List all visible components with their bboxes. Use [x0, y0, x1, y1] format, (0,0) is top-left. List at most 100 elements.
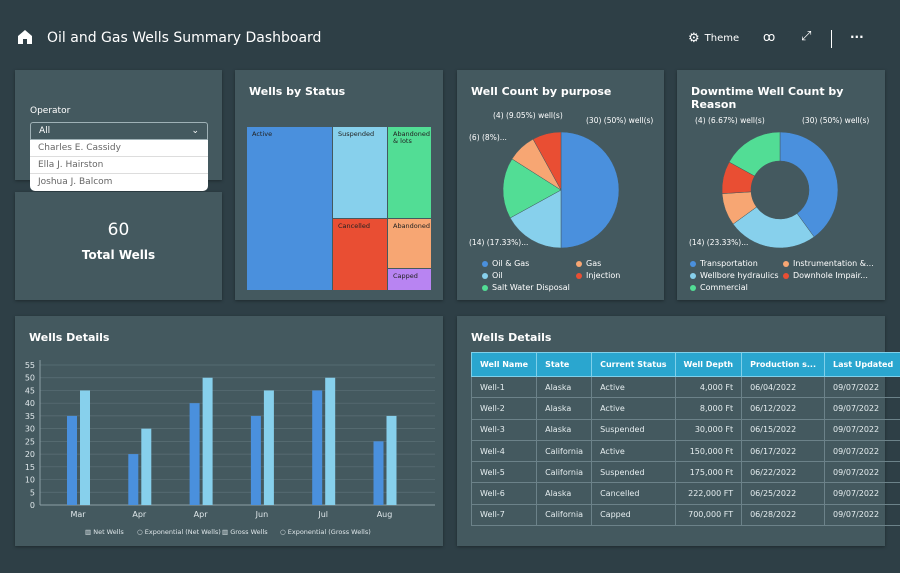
table-cell: 09/07/2022: [823, 482, 900, 505]
legend-marker-icon: [482, 272, 488, 279]
data-label: (14) (23.33%)...: [689, 238, 748, 247]
data-label: (30) (50%) well(s): [586, 116, 653, 125]
header: Oil and Gas Wells Summary Dashboard ⚙ The…: [0, 0, 900, 62]
operator-select[interactable]: All ⌄: [30, 122, 208, 140]
y-tick-label: 40: [25, 399, 35, 408]
bar[interactable]: [141, 428, 152, 505]
y-tick-label: 35: [25, 412, 35, 421]
table-cell: 4,000 Ft: [674, 375, 743, 399]
operator-option[interactable]: Ella J. Hairston: [30, 157, 208, 174]
table-row[interactable]: Well-6 Alaska Cancelled 222,000 FT 06/25/202…: [470, 482, 900, 505]
data-label: (6) (8%)...: [469, 133, 507, 142]
data-label: (30) (50%) well(s): [802, 116, 869, 125]
legend-item[interactable]: Oil & Gas: [482, 259, 529, 268]
column-header[interactable]: Current Status: [591, 352, 676, 377]
table-cell: California: [536, 503, 593, 527]
table-cell: Active: [591, 397, 676, 420]
legend-marker-icon: [576, 260, 582, 267]
treemap-tile[interactable]: Capped: [388, 269, 431, 290]
operator-dropdown[interactable]: All ⌄ Charles E. Cassidy Ella J. Hairston…: [30, 122, 208, 192]
expand-icon[interactable]: ⤢: [801, 29, 812, 44]
operator-option[interactable]: Joshua J. Balcom: [38, 177, 113, 187]
total-wells-panel: 60 Total Wells: [15, 192, 222, 300]
legend-item[interactable]: Downhole Impair...: [783, 271, 868, 280]
treemap-tile[interactable]: Abandoned & lots: [388, 127, 431, 218]
x-tick-label: Apr: [132, 510, 147, 519]
table-row[interactable]: Well-1 Alaska Active 4,000 Ft 06/04/2022 09/0…: [470, 375, 900, 399]
y-tick-label: 55: [25, 361, 35, 370]
pie-slice[interactable]: [532, 131, 562, 191]
bar-chart: 0 5 10 15 20 25 30 35 40 45 50 55 Mar Apr Apr Jun Jul Aug…: [25, 360, 435, 536]
bar[interactable]: [263, 390, 274, 505]
table-row[interactable]: Well-4 California Active 150,000 Ft 06/17/20…: [470, 439, 900, 463]
table-cell: Capped: [591, 503, 676, 527]
theme-button[interactable]: ⚙ Theme: [688, 31, 740, 46]
bar[interactable]: [189, 403, 200, 505]
legend-marker-icon: [783, 272, 789, 279]
column-header[interactable]: Last Updated: [823, 352, 900, 377]
legend-item[interactable]: ▥ Gross Wells: [222, 528, 268, 536]
legend-item[interactable]: Injection: [576, 271, 620, 280]
panel-title: Wells Details: [471, 331, 552, 344]
legend-item[interactable]: Wellbore hydraulics: [690, 271, 779, 280]
operator-option[interactable]: Charles E. Cassidy: [30, 140, 208, 157]
legend-item[interactable]: ○ Exponential (Net Wells): [137, 528, 221, 536]
table-cell: California: [536, 461, 593, 484]
table-row[interactable]: Well-3 Alaska Suspended 30,000 Ft 06/15/2022…: [470, 418, 900, 441]
legend-item[interactable]: ▥ Net Wells: [85, 528, 124, 536]
table-cell: 06/04/2022: [741, 375, 825, 399]
table-cell: 06/25/2022: [741, 482, 825, 505]
legend-label: Salt Water Disposal: [492, 283, 570, 292]
glasses-icon[interactable]: ꝏ: [763, 30, 776, 44]
table-cell: Well-4: [470, 439, 538, 463]
more-icon[interactable]: ···: [850, 30, 864, 44]
table-cell: 06/15/2022: [741, 418, 825, 441]
treemap-tile[interactable]: Cancelled: [333, 219, 387, 290]
treemap-tile[interactable]: Active: [247, 127, 332, 290]
bar[interactable]: [386, 415, 397, 505]
legend-label: Gas: [586, 259, 602, 268]
table-row[interactable]: Well-7 California Capped 700,000 FT 06/28/20…: [470, 503, 900, 527]
legend-item[interactable]: Gas: [576, 259, 601, 268]
legend-item[interactable]: Instrumentation &...: [783, 259, 874, 268]
pie-slice[interactable]: [728, 131, 781, 177]
wells-by-status-panel: Wells by Status Active Suspended Abandoned…: [235, 70, 443, 300]
legend-marker-icon: [482, 284, 488, 291]
legend-label: Commercial: [700, 283, 748, 292]
table-cell: Alaska: [536, 397, 593, 420]
legend-item[interactable]: ○ Exponential (Gross Wells): [280, 528, 371, 536]
treemap-tile[interactable]: Abandoned: [388, 219, 431, 268]
legend-item[interactable]: Commercial: [690, 283, 748, 292]
column-header[interactable]: Well Name: [470, 352, 538, 377]
legend-marker-icon: [690, 284, 696, 291]
bar[interactable]: [80, 390, 90, 505]
operator-options: Charles E. Cassidy Ella J. Hairston Josh…: [30, 140, 208, 191]
bar[interactable]: [250, 415, 261, 505]
pie-slice[interactable]: [560, 131, 620, 249]
table-cell: Well-7: [470, 503, 538, 527]
bar[interactable]: [312, 390, 323, 505]
table-cell: 09/07/2022: [823, 439, 900, 463]
bar[interactable]: [128, 454, 139, 505]
home-icon[interactable]: [17, 29, 33, 45]
bar[interactable]: [202, 377, 213, 505]
legend-label: Transportation: [700, 259, 758, 268]
gear-icon: ⚙: [688, 31, 700, 46]
bar[interactable]: [67, 415, 77, 505]
treemap-tile[interactable]: Suspended: [333, 127, 387, 218]
column-header[interactable]: Well Depth: [674, 352, 743, 377]
y-tick-label: 5: [30, 488, 35, 497]
table-row[interactable]: Well-5 California Suspended 175,000 Ft 06/22…: [470, 461, 900, 484]
pie-slice[interactable]: [779, 131, 839, 238]
column-header[interactable]: State: [536, 352, 593, 377]
bar[interactable]: [325, 377, 336, 505]
legend-item[interactable]: Salt Water Disposal: [482, 283, 570, 292]
legend-item[interactable]: Oil: [482, 271, 503, 280]
column-header[interactable]: Production s...: [741, 352, 825, 377]
table-cell: Alaska: [536, 375, 593, 399]
bar[interactable]: [373, 441, 384, 505]
panel-title: Well Count by purpose: [471, 85, 612, 98]
table-cell: Suspended: [591, 461, 676, 484]
table-row[interactable]: Well-2 Alaska Active 8,000 Ft 06/12/2022 09/0…: [470, 397, 900, 420]
legend-item[interactable]: Transportation: [690, 259, 758, 268]
